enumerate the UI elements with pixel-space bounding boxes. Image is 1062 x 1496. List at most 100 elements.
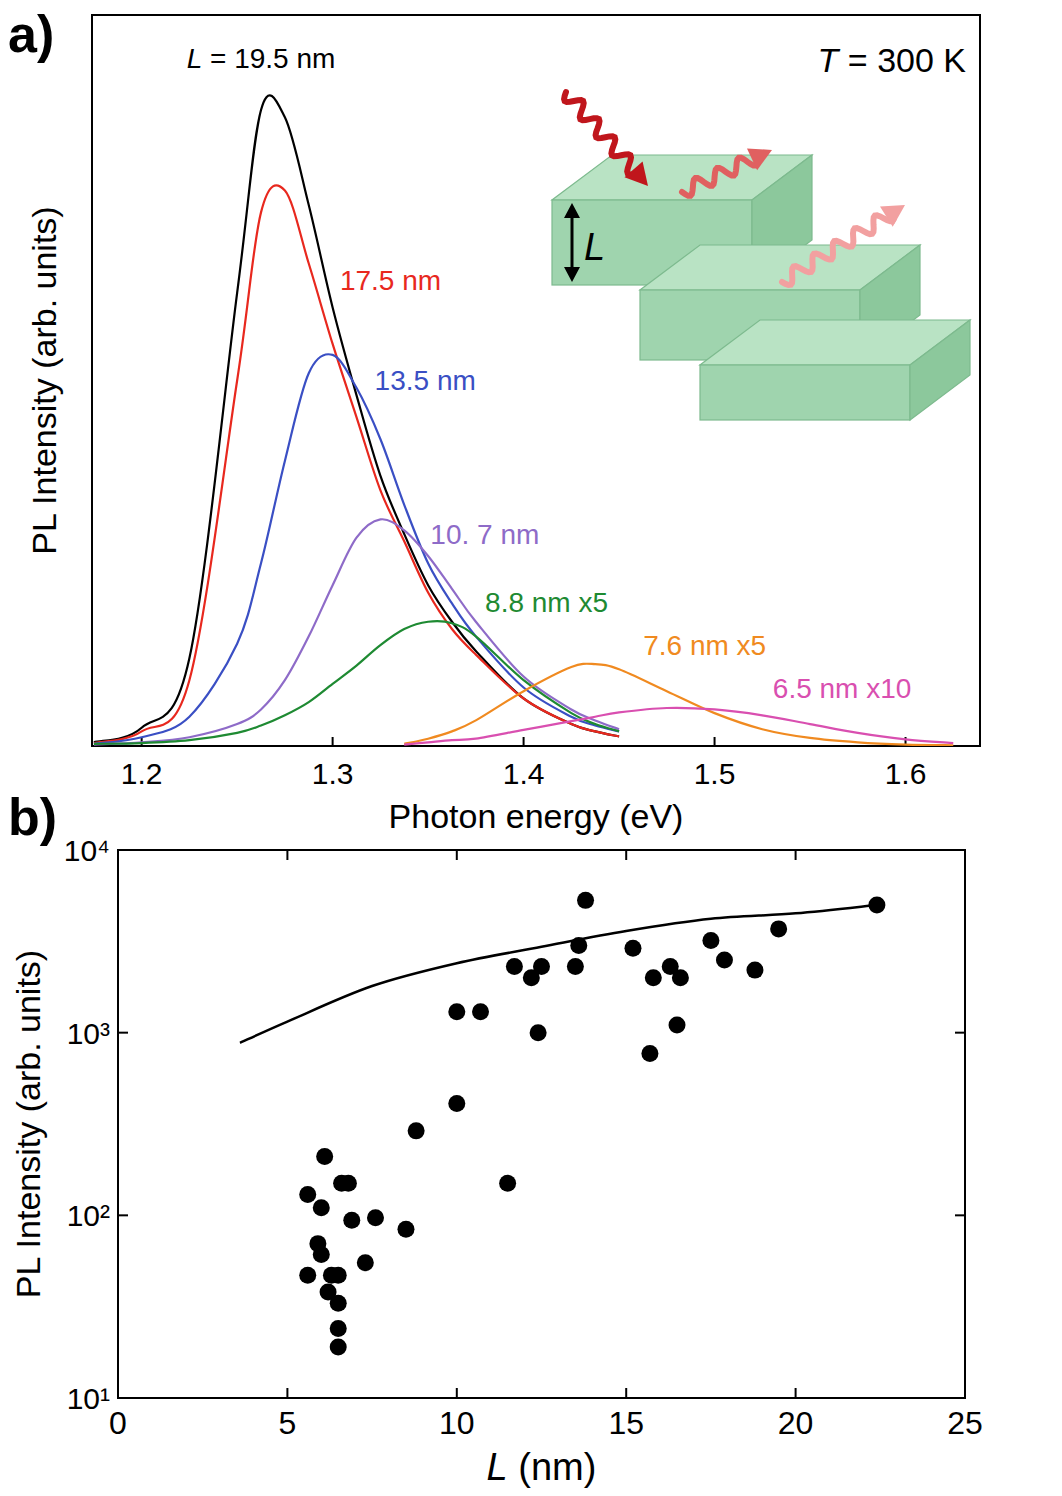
x-axis-title: Photon energy (eV) bbox=[389, 797, 684, 835]
x-tick-top bbox=[456, 850, 458, 860]
x-tick-label: 1.3 bbox=[312, 757, 354, 790]
light-arrowhead bbox=[880, 205, 905, 227]
data-point bbox=[343, 1212, 360, 1229]
y-axis-title: PL Intensity (arb. units) bbox=[25, 206, 63, 554]
data-point bbox=[357, 1254, 374, 1271]
x-tick bbox=[286, 1388, 288, 1398]
slab-side bbox=[910, 320, 970, 420]
data-point bbox=[299, 1267, 316, 1284]
y-tick-label: 10¹ bbox=[67, 1382, 110, 1415]
x-tick bbox=[523, 737, 525, 746]
data-point bbox=[397, 1221, 414, 1238]
curve-label: L = 19.5 nm bbox=[187, 43, 336, 74]
y-tick-label: 10³ bbox=[67, 1017, 110, 1050]
x-tick-top bbox=[625, 850, 627, 860]
data-point bbox=[702, 932, 719, 949]
curve-label: 7.6 nm x5 bbox=[643, 630, 766, 661]
data-point bbox=[624, 940, 641, 957]
x-tick-top bbox=[286, 850, 288, 860]
data-point bbox=[641, 1045, 658, 1062]
data-point bbox=[669, 1017, 686, 1034]
x-tick-label: 25 bbox=[947, 1405, 983, 1441]
light-wave bbox=[682, 158, 758, 196]
data-point bbox=[316, 1148, 333, 1165]
data-point bbox=[499, 1175, 516, 1192]
curve-label: 8.8 nm x5 bbox=[485, 587, 608, 618]
data-point bbox=[330, 1339, 347, 1356]
curve-labels: L = 19.5 nm17.5 nm13.5 nm10. 7 nm8.8 nm … bbox=[187, 43, 912, 704]
data-point bbox=[299, 1186, 316, 1203]
data-point bbox=[340, 1175, 357, 1192]
data-point bbox=[567, 958, 584, 975]
panel-a: 1.2 1.3 1.4 1.5 1.6 Photon energy (eV) PL Inte… bbox=[25, 15, 980, 835]
curve-label: 17.5 nm bbox=[340, 265, 441, 296]
y-tick-right bbox=[955, 1032, 965, 1034]
y-tick bbox=[118, 1397, 128, 1399]
data-point bbox=[746, 962, 763, 979]
data-point bbox=[313, 1199, 330, 1216]
x-tick-label: 5 bbox=[279, 1405, 297, 1441]
y-tick-label: 10⁴ bbox=[64, 834, 110, 867]
y-tick-right bbox=[955, 1214, 965, 1216]
data-point bbox=[330, 1267, 347, 1284]
pl-spectrum bbox=[404, 664, 953, 746]
data-point bbox=[530, 1024, 547, 1041]
y-tick bbox=[118, 1214, 128, 1216]
data-point bbox=[645, 969, 662, 986]
data-point bbox=[448, 1095, 465, 1112]
light-wave bbox=[782, 215, 894, 285]
data-point bbox=[330, 1320, 347, 1337]
data bbox=[240, 892, 885, 1356]
x-tick-label: 15 bbox=[608, 1405, 644, 1441]
y-axis-title: PL Intensity (arb. units) bbox=[9, 950, 47, 1298]
x-tick-label: 1.2 bbox=[121, 757, 163, 790]
model-curve bbox=[240, 905, 877, 1043]
thickness-arrow bbox=[571, 214, 574, 271]
panel-label: a) bbox=[8, 5, 54, 63]
thickness-arrowhead bbox=[564, 203, 580, 218]
pl-spectrum bbox=[94, 95, 619, 742]
x-tick-top bbox=[964, 850, 966, 860]
data-point bbox=[577, 892, 594, 909]
data-point bbox=[330, 1295, 347, 1312]
light-arrowhead bbox=[747, 148, 772, 170]
x-tick bbox=[964, 1388, 966, 1398]
y-tick-label: 10² bbox=[67, 1199, 110, 1232]
x-tick-top bbox=[117, 850, 119, 860]
slab-front bbox=[700, 365, 910, 420]
data-point bbox=[408, 1122, 425, 1139]
x-axis-title: L (nm) bbox=[487, 1446, 597, 1488]
x-tick-label: 20 bbox=[778, 1405, 814, 1441]
data-point bbox=[367, 1209, 384, 1226]
x-tick bbox=[714, 737, 716, 746]
y-tick-right bbox=[955, 849, 965, 851]
y-tick bbox=[118, 849, 128, 851]
figure: 1.2 1.3 1.4 1.5 1.6 Photon energy (eV) PL Inte… bbox=[0, 0, 1062, 1496]
x-tick-label: 10 bbox=[439, 1405, 475, 1441]
x-tick-label: 1.6 bbox=[885, 757, 927, 790]
x-tick-label: 0 bbox=[109, 1405, 127, 1441]
x-tick bbox=[117, 1388, 119, 1398]
curve-label: 6.5 nm x10 bbox=[773, 673, 912, 704]
panel-label: b) bbox=[8, 788, 57, 846]
data-point bbox=[506, 958, 523, 975]
data-point bbox=[523, 969, 540, 986]
curves bbox=[94, 95, 953, 745]
x-tick bbox=[456, 1388, 458, 1398]
x-tick-label: 1.4 bbox=[503, 757, 545, 790]
data-point bbox=[770, 920, 787, 937]
plot-frame bbox=[118, 850, 965, 1398]
inset-illustration: L bbox=[552, 92, 970, 420]
data-point bbox=[472, 1003, 489, 1020]
x-tick bbox=[332, 737, 334, 746]
x-tick-label: 1.5 bbox=[694, 757, 736, 790]
light-wave bbox=[564, 92, 637, 174]
pl-spectrum bbox=[94, 354, 619, 744]
thickness-arrowhead bbox=[564, 267, 580, 282]
annotation: T = 300 K bbox=[818, 41, 967, 79]
x-tick bbox=[625, 1388, 627, 1398]
data-point bbox=[448, 1003, 465, 1020]
curve-label: 10. 7 nm bbox=[430, 519, 539, 550]
pl-spectrum bbox=[94, 185, 619, 743]
plot-frame bbox=[92, 15, 980, 746]
